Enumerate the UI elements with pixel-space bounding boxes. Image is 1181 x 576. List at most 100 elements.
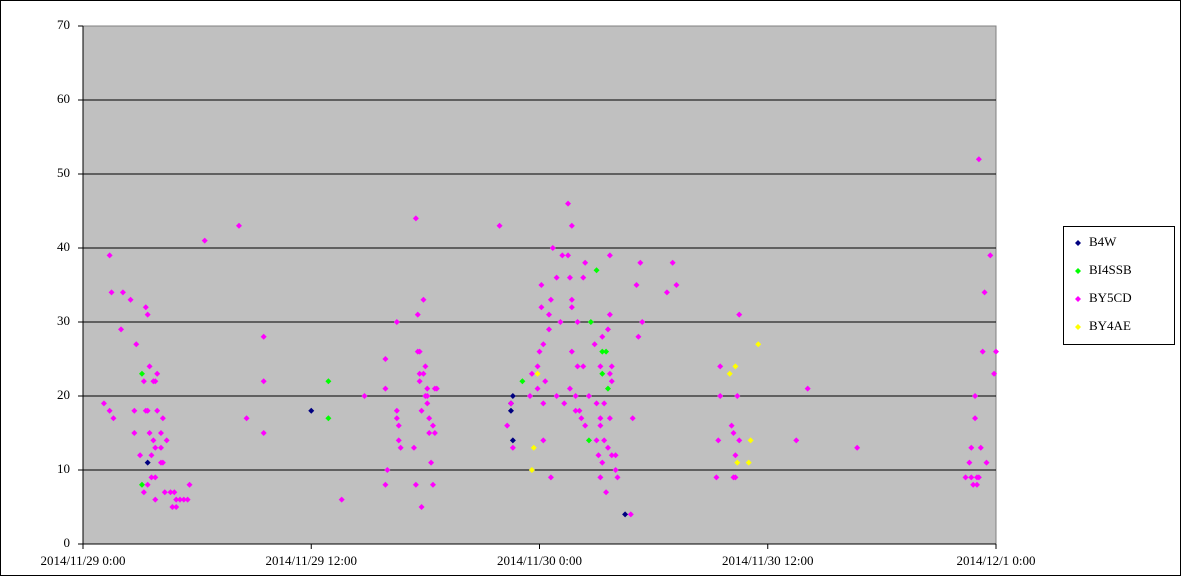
- point: [167, 489, 174, 496]
- point: [161, 489, 168, 496]
- y-tick-label: 40: [57, 239, 70, 254]
- point: [157, 430, 164, 436]
- point: [144, 407, 151, 414]
- point: [382, 481, 389, 488]
- point: [426, 415, 433, 422]
- point: [171, 489, 178, 496]
- point: [180, 496, 187, 503]
- legend-marker: [1075, 296, 1081, 302]
- point: [601, 437, 608, 444]
- point: [627, 511, 634, 518]
- point: [106, 407, 113, 414]
- point: [597, 363, 604, 370]
- point: [962, 474, 969, 481]
- point: [260, 333, 267, 340]
- point: [108, 289, 115, 296]
- point: [416, 378, 423, 385]
- point: [308, 407, 315, 414]
- x-tick-label: 2014/11/29 0:00: [40, 553, 125, 568]
- point: [547, 474, 554, 481]
- point: [433, 385, 440, 392]
- point: [382, 385, 389, 392]
- point: [715, 437, 722, 444]
- point: [565, 200, 572, 207]
- point: [410, 444, 417, 451]
- point: [534, 370, 541, 377]
- point: [431, 430, 438, 436]
- point: [429, 422, 436, 429]
- point: [393, 407, 400, 414]
- point: [496, 222, 503, 229]
- point: [736, 311, 743, 318]
- point: [606, 252, 613, 259]
- point: [528, 467, 535, 473]
- point: [395, 437, 402, 444]
- point: [131, 407, 138, 414]
- point: [150, 437, 157, 444]
- point: [119, 289, 126, 296]
- point: [235, 222, 242, 229]
- point: [553, 393, 560, 399]
- point: [606, 370, 613, 377]
- point: [140, 378, 147, 385]
- point: [159, 459, 166, 466]
- point: [730, 430, 737, 436]
- point: [146, 430, 153, 436]
- point: [578, 415, 585, 422]
- point: [572, 407, 579, 414]
- point: [593, 437, 600, 444]
- point: [736, 437, 743, 444]
- point: [604, 444, 611, 451]
- point: [673, 282, 680, 288]
- point: [173, 496, 180, 503]
- point: [140, 489, 147, 496]
- point: [509, 444, 516, 451]
- point: [603, 348, 610, 355]
- point: [177, 496, 184, 503]
- point: [547, 296, 554, 303]
- legend-marker: [1075, 240, 1081, 246]
- point: [416, 348, 423, 355]
- y-tick-label: 70: [57, 17, 70, 32]
- point: [133, 341, 140, 348]
- point: [717, 363, 724, 370]
- point: [568, 296, 575, 303]
- point: [972, 393, 979, 399]
- point: [804, 385, 811, 392]
- legend-label: B4W: [1089, 234, 1117, 249]
- point: [608, 363, 615, 370]
- point: [973, 481, 980, 488]
- point: [565, 252, 572, 259]
- point: [593, 400, 600, 407]
- point: [629, 415, 636, 422]
- point: [146, 363, 153, 370]
- point: [144, 311, 151, 318]
- point: [163, 437, 170, 444]
- point: [582, 259, 589, 266]
- point: [428, 459, 435, 466]
- point: [393, 319, 400, 325]
- point: [599, 348, 606, 355]
- point: [993, 348, 999, 355]
- point: [186, 481, 193, 488]
- point: [604, 385, 611, 392]
- point: [137, 452, 144, 459]
- point: [734, 393, 741, 399]
- point: [173, 504, 180, 510]
- y-tick-label: 50: [57, 165, 70, 180]
- point: [159, 415, 166, 422]
- point: [416, 370, 423, 377]
- legend-marker: [1075, 324, 1081, 330]
- y-tick-label: 30: [57, 313, 70, 328]
- point: [420, 370, 427, 377]
- point: [593, 267, 600, 274]
- point: [138, 370, 145, 377]
- point: [713, 474, 720, 481]
- point: [169, 504, 176, 510]
- point: [991, 370, 998, 377]
- x-tick-label: 2014/11/30 0:00: [497, 553, 582, 568]
- point: [546, 326, 553, 333]
- point: [384, 467, 391, 473]
